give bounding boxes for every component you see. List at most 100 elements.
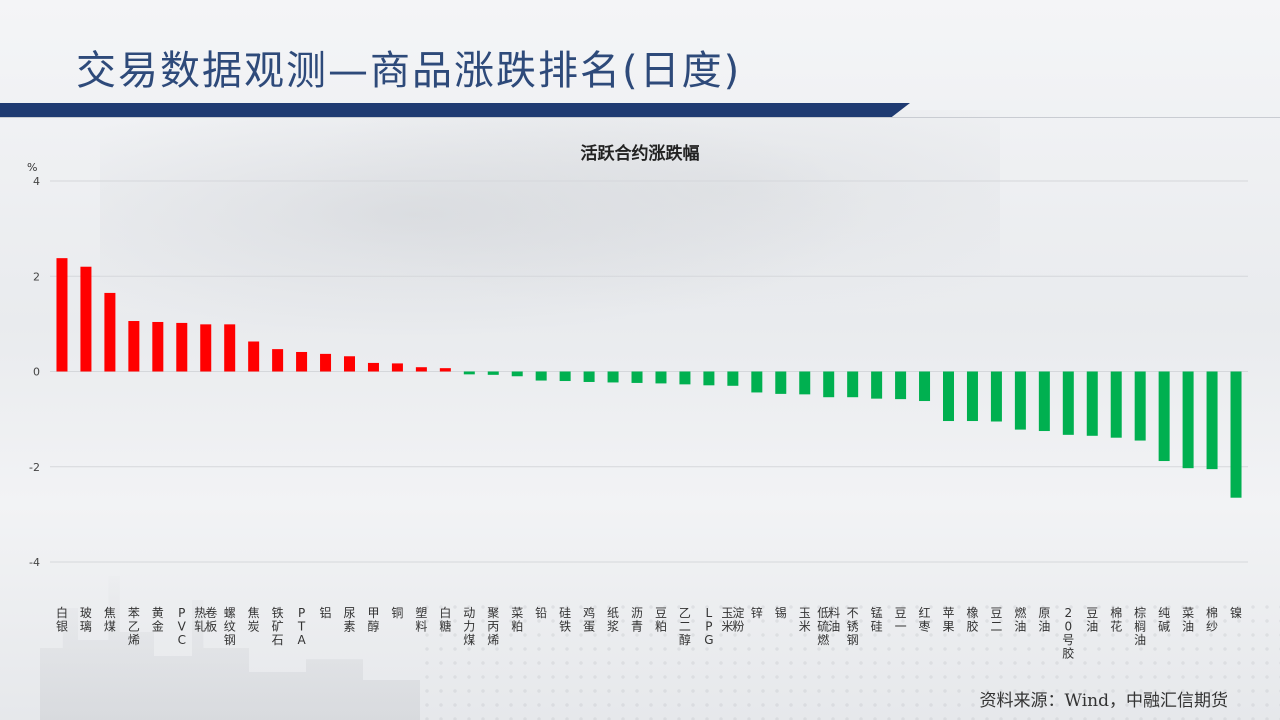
x-tick-label: 低硫燃料油 xyxy=(817,606,840,647)
header-bar xyxy=(0,103,910,117)
x-tick-label: 纯碱 xyxy=(1158,606,1170,634)
x-tick-label: 铝 xyxy=(320,605,332,620)
x-tick-label: 塑料 xyxy=(415,605,427,634)
bar xyxy=(703,371,715,386)
x-tick-label: 豆油 xyxy=(1086,606,1098,634)
x-tick-label: 豆一 xyxy=(895,606,907,634)
y-tick-label: 2 xyxy=(33,270,40,283)
bar xyxy=(463,371,475,375)
bar xyxy=(607,371,619,383)
bar xyxy=(871,371,883,399)
bar xyxy=(1230,371,1242,498)
x-tick-label: 豆粕 xyxy=(655,606,667,634)
x-tick-label: 铁矿石 xyxy=(272,606,284,647)
bar xyxy=(1014,371,1026,430)
x-tick-label: 棉花 xyxy=(1110,606,1122,634)
bar xyxy=(1110,371,1122,438)
bar xyxy=(367,362,379,372)
x-tick-label: 菜粕 xyxy=(511,606,523,634)
x-tick-label: 不锈钢 xyxy=(847,606,859,647)
data-source: 资料来源：Wind，中融汇信期货 xyxy=(979,691,1228,711)
bar xyxy=(631,371,643,383)
x-tick-label: 螺纹钢 xyxy=(224,606,236,647)
bar xyxy=(104,292,116,372)
x-tick-label: 2 0 号胶 xyxy=(1062,606,1074,661)
x-tick-label: 锡 xyxy=(775,605,787,620)
bar xyxy=(56,258,68,372)
x-tick-label: 热轧卷板 xyxy=(194,605,217,634)
y-tick-label: 0 xyxy=(33,366,40,379)
x-tick-label: 锌 xyxy=(751,606,763,620)
bar xyxy=(583,371,595,382)
dot-pattern-background xyxy=(420,600,1280,720)
bar xyxy=(128,321,140,372)
x-tick-label: 硅铁 xyxy=(559,606,571,634)
x-tick-label: 白糖 xyxy=(439,605,451,634)
bar xyxy=(1206,371,1218,470)
bar xyxy=(80,266,92,372)
x-tick-label: 镍 xyxy=(1230,606,1242,620)
x-tick-label: 菜油 xyxy=(1182,606,1194,634)
bar xyxy=(727,371,739,386)
x-tick-label: 玻璃 xyxy=(80,606,92,634)
bar xyxy=(1158,371,1170,462)
x-tick-label: 铜 xyxy=(391,605,403,620)
bar xyxy=(1038,371,1050,432)
bar xyxy=(559,371,571,382)
bar xyxy=(679,371,691,385)
bar xyxy=(1062,371,1074,435)
x-tick-label: 原油 xyxy=(1038,606,1050,634)
x-tick-label: 红枣 xyxy=(919,605,931,634)
x-tick-label: 苹果 xyxy=(942,606,954,634)
bar xyxy=(895,371,907,400)
page-title: 交易数据观测—商品涨跌排名(日度) xyxy=(76,48,742,94)
x-tick-label: 鸡蛋 xyxy=(583,605,595,634)
x-tick-label: 玉米 xyxy=(799,606,811,634)
bar xyxy=(511,371,523,377)
bar xyxy=(1134,371,1146,441)
x-tick-label: 沥青 xyxy=(631,606,643,634)
x-tick-label: 棕榈油 xyxy=(1134,605,1146,647)
y-axis-unit: % xyxy=(27,161,37,174)
bar xyxy=(487,371,499,375)
bar xyxy=(272,349,284,372)
bar xyxy=(176,322,188,372)
x-tick-label: 苯乙烯 xyxy=(128,606,140,647)
bar xyxy=(655,371,667,384)
bar xyxy=(200,324,212,372)
x-tick-label: 黄金 xyxy=(152,606,164,634)
x-tick-label: 棉纱 xyxy=(1206,606,1218,634)
y-tick-label: 4 xyxy=(33,175,40,188)
header-divider xyxy=(0,117,1280,118)
x-tick-label: 甲醇 xyxy=(367,606,379,634)
x-tick-label: 白银 xyxy=(56,605,68,634)
bars xyxy=(56,258,1242,498)
bar xyxy=(919,371,931,402)
chart-title: 活跃合约涨跌幅 xyxy=(581,143,700,164)
bar xyxy=(344,356,355,372)
bar xyxy=(152,321,164,372)
x-tick-label: 聚丙烯 xyxy=(487,606,499,647)
x-tick-label: 动力煤 xyxy=(463,606,475,647)
bar xyxy=(943,371,954,422)
bar xyxy=(535,371,547,381)
bar xyxy=(966,371,978,422)
bar xyxy=(751,371,763,393)
x-tick-label: 玉米淀粉 xyxy=(721,606,744,634)
bar xyxy=(224,324,236,372)
x-tick-label: 铅 xyxy=(535,606,547,620)
x-tick-label: 橡胶 xyxy=(966,606,978,634)
x-tick-label: 燃油 xyxy=(1014,605,1026,634)
world-map-background xyxy=(100,110,1000,370)
bar xyxy=(847,371,859,398)
bar xyxy=(296,351,308,372)
x-tick-label: 焦炭 xyxy=(248,606,260,634)
bar xyxy=(1086,371,1098,436)
bar xyxy=(775,371,787,394)
x-tick-label: 尿素 xyxy=(343,606,355,634)
